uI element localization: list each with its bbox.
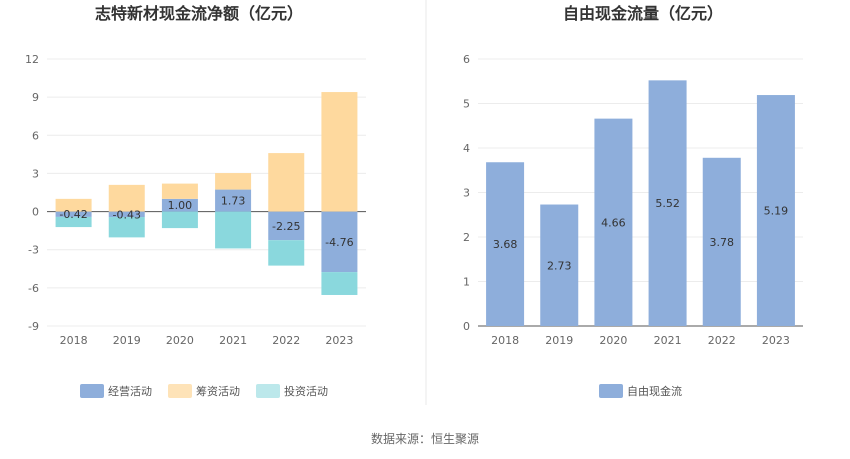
y-tick-label: 3 [32,167,39,180]
bar-operating [215,189,252,212]
x-tick-label: 2022 [272,334,300,347]
chart2-plot: 0 1 2 3 4 5 6 3.68 2018 2.73 2019 4.66 2020 5.52 2021 3… [463,53,803,347]
data-label: -0.42 [59,208,87,221]
legend-swatch-operating [80,384,104,398]
data-label: 3.68 [493,238,518,251]
x-tick-label: 2018 [491,334,519,347]
x-tick-label: 2022 [708,334,736,347]
bar-investing [321,272,358,295]
y-tick-label: 12 [25,53,39,66]
chart2-title: 自由现金流量（亿元） [563,4,723,23]
y-tick-label: 3 [463,187,470,200]
y-tick-label: 6 [463,53,470,66]
chart1-plot: -9 -6 -3 0 3 6 9 12 -0.42 2018 -0.43 2019 1.00 2020 1.… [25,53,366,347]
y-tick-label: -9 [28,320,39,333]
legend-item-free-cash-flow[interactable]: 自由现金流 [599,384,682,398]
y-tick-label: 6 [32,129,39,142]
bar-free-cash-flow [702,157,741,326]
bar-free-cash-flow [486,162,525,326]
y-tick-label: 1 [463,276,470,289]
x-tick-label: 2019 [113,334,141,347]
data-label: 3.78 [710,236,735,249]
x-tick-label: 2020 [166,334,194,347]
y-tick-label: -3 [28,244,39,257]
y-tick-label: 0 [32,206,39,219]
legend-item-investing[interactable]: 投资活动 [256,384,328,398]
x-tick-label: 2021 [219,334,247,347]
data-label: 1.73 [221,195,246,208]
bar-investing [215,211,252,249]
bar-operating [161,198,198,212]
y-tick-label: 5 [463,98,470,111]
x-tick-label: 2023 [325,334,353,347]
bar-free-cash-flow [540,204,579,326]
chart2-legend: 自由现金流 [599,384,682,398]
data-label: 5.52 [655,197,680,210]
y-tick-label: -6 [28,282,39,295]
legend-item-financing[interactable]: 筹资活动 [168,384,240,398]
bar-financing [161,183,198,199]
x-tick-label: 2019 [545,334,573,347]
data-label: 2.73 [547,259,572,272]
data-label: -4.76 [325,236,353,249]
bar-operating [108,211,145,218]
x-tick-label: 2021 [654,334,682,347]
chart1-legend: 经营活动 筹资活动 投资活动 [80,384,328,398]
x-tick-label: 2018 [60,334,88,347]
y-tick-label: 9 [32,91,39,104]
data-label: -2.25 [272,220,300,233]
legend-label-operating: 经营活动 [108,384,152,398]
bar-free-cash-flow [648,80,687,326]
data-label: 4.66 [601,216,626,229]
legend-label-financing: 筹资活动 [196,384,240,398]
legend-label-free-cash-flow: 自由现金流 [627,384,682,398]
x-tick-label: 2023 [762,334,790,347]
bar-operating [268,211,305,241]
legend-item-operating[interactable]: 经营活动 [80,384,152,398]
data-label: 5.19 [764,205,789,218]
bar-free-cash-flow [756,95,795,326]
bar-investing [161,211,198,229]
data-label: -0.43 [113,208,141,221]
y-tick-label: 0 [463,320,470,333]
bar-financing [55,198,92,212]
bar-financing [268,153,305,212]
bar-operating [55,211,92,217]
legend-swatch-free-cash-flow [599,384,623,398]
legend-swatch-financing [168,384,192,398]
bar-financing [215,173,252,190]
chart1-title: 志特新材现金流净额（亿元） [95,4,303,23]
data-source: 数据来源：恒生聚源 [371,431,479,446]
bar-financing [108,184,145,212]
y-tick-label: 2 [463,231,470,244]
bar-investing [108,217,145,238]
legend-label-investing: 投资活动 [284,384,328,398]
bar-free-cash-flow [594,118,633,326]
data-label: 1.00 [168,199,193,212]
legend-swatch-investing [256,384,280,398]
bar-operating [321,211,358,273]
bar-investing [268,240,305,266]
bar-investing [55,216,92,228]
y-tick-label: 4 [463,142,470,155]
bar-financing [321,92,358,212]
x-tick-label: 2020 [599,334,627,347]
